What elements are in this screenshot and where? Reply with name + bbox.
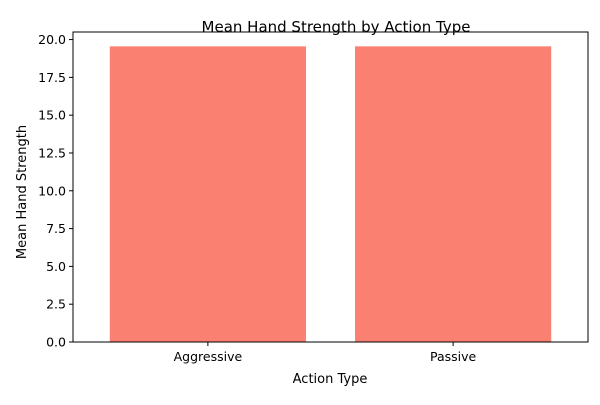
y-tick-label: 7.5 [46, 221, 66, 236]
x-tick-label: Passive [430, 349, 477, 364]
y-tick-label: 15.0 [38, 108, 66, 123]
chart-title: Mean Hand Strength by Action Type [202, 18, 471, 36]
x-tick-label: Aggressive [174, 349, 243, 364]
bar-aggressive [109, 46, 306, 343]
plot-area: Aggressive Passive 0.0 2.5 5.0 7.5 10.0 12.5 15.… [38, 31, 589, 364]
y-tick-label: 2.5 [46, 297, 66, 312]
plot-frame [72, 31, 589, 343]
y-tick-label: 5.0 [46, 259, 66, 274]
y-tick-label: 0.0 [46, 335, 66, 350]
y-tick-label: 12.5 [38, 145, 66, 160]
y-tick-label: 17.5 [38, 70, 66, 85]
bar-passive [355, 46, 552, 343]
x-axis-label: Action Type [293, 372, 368, 387]
y-tick-label: 20.0 [38, 32, 66, 47]
y-axis-label: Mean Hand Strength [15, 125, 30, 259]
y-tick-label: 10.0 [38, 183, 66, 198]
